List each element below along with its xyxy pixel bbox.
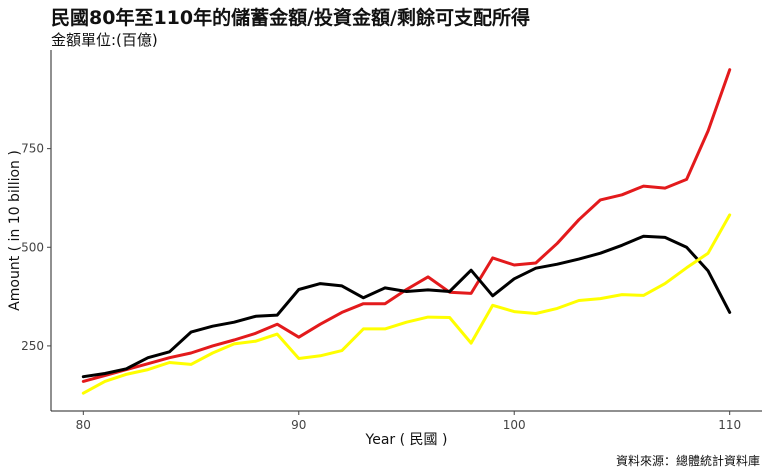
chart-title: 民國80年至110年的儲蓄金額/投資金額/剩餘可支配所得	[51, 7, 530, 29]
x-tick-label: 100	[503, 418, 526, 432]
y-tick-label: 750	[21, 142, 44, 156]
series-line-2	[81, 234, 732, 379]
chart-caption: 資料來源：總體統計資料庫	[615, 454, 760, 468]
series-line-1	[81, 68, 732, 383]
series-line-3	[81, 213, 732, 395]
series-layer	[81, 68, 732, 395]
axes: 80 90 100 110 250 500 750	[21, 50, 762, 432]
y-axis-title: Amount ( in 10 billion )	[7, 150, 23, 311]
y-tick-label: 500	[21, 240, 44, 254]
x-tick-label: 80	[76, 418, 91, 432]
y-tick-label: 250	[21, 339, 44, 353]
x-tick-label: 90	[291, 418, 306, 432]
x-axis-title: Year ( 民國 )	[365, 432, 448, 448]
chart-subtitle: 金額單位:(百億)	[51, 31, 158, 49]
x-tick-label: 110	[718, 418, 741, 432]
